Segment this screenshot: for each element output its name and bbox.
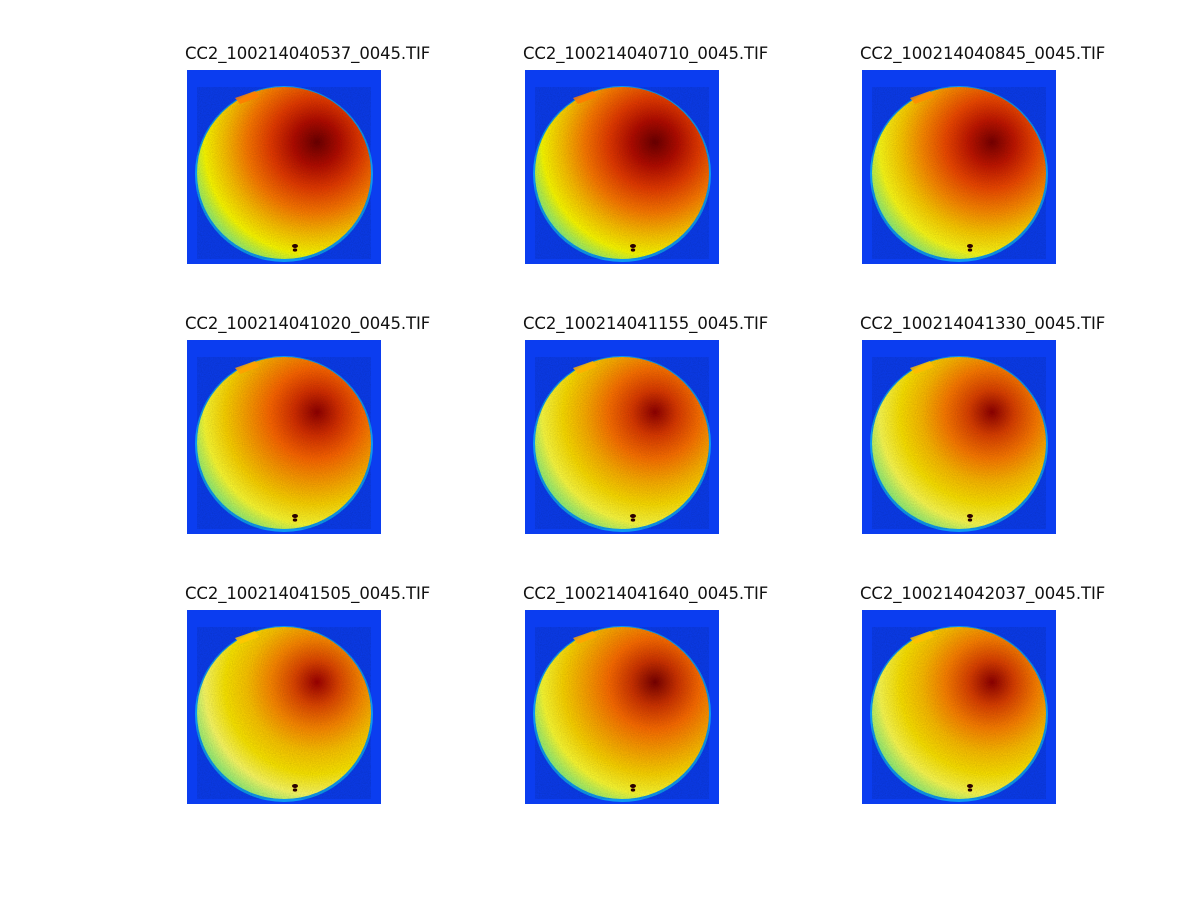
sun-shade-marker [292, 248, 298, 252]
sun-shade-marker [967, 244, 973, 248]
lens-artifact [573, 91, 597, 104]
image-panel-2: CC2_100214040710_0045.TIF [523, 44, 793, 264]
sky-image [525, 610, 719, 804]
sky-texture [535, 87, 709, 259]
sun-shade-marker [292, 514, 298, 518]
sky-image [525, 70, 719, 264]
panel-title: CC2_100214041330_0045.TIF [860, 314, 1106, 333]
sky-image [187, 610, 381, 804]
sun-shade-marker [967, 248, 973, 252]
image-panel-8: CC2_100214041640_0045.TIF [523, 584, 793, 804]
sky-image [187, 70, 381, 264]
lens-artifact [573, 361, 597, 374]
sun-shade-marker [967, 788, 973, 792]
sky-texture [197, 87, 371, 259]
sun-shade-marker [967, 518, 973, 522]
image-panel-6: CC2_100214041330_0045.TIF [860, 314, 1130, 534]
sky-image [525, 340, 719, 534]
sun-shade-marker [630, 514, 636, 518]
panel-title: CC2_100214042037_0045.TIF [860, 584, 1106, 603]
sky-image [862, 70, 1056, 264]
lens-artifact [910, 631, 934, 644]
sun-shade-marker [292, 244, 298, 248]
sky-texture [872, 87, 1046, 259]
sky-image [187, 340, 381, 534]
image-panel-9: CC2_100214042037_0045.TIF [860, 584, 1130, 804]
sun-shade-marker [630, 244, 636, 248]
sun-shade-marker [630, 248, 636, 252]
lens-artifact [235, 361, 259, 374]
image-panel-5: CC2_100214041155_0045.TIF [523, 314, 793, 534]
panel-title: CC2_100214041505_0045.TIF [185, 584, 431, 603]
sky-texture [872, 627, 1046, 799]
sun-shade-marker [630, 518, 636, 522]
image-panel-7: CC2_100214041505_0045.TIF [185, 584, 455, 804]
sky-texture [197, 627, 371, 799]
image-panel-3: CC2_100214040845_0045.TIF [860, 44, 1130, 264]
lens-artifact [235, 91, 259, 104]
lens-artifact [910, 361, 934, 374]
lens-artifact [910, 91, 934, 104]
sun-shade-marker [292, 788, 298, 792]
panel-title: CC2_100214041020_0045.TIF [185, 314, 431, 333]
lens-artifact [235, 631, 259, 644]
sun-shade-marker [967, 514, 973, 518]
panel-title: CC2_100214040845_0045.TIF [860, 44, 1106, 63]
sun-shade-marker [967, 784, 973, 788]
sky-image [862, 610, 1056, 804]
panel-title: CC2_100214040537_0045.TIF [185, 44, 431, 63]
sky-texture [872, 357, 1046, 529]
sun-shade-marker [630, 788, 636, 792]
panel-title: CC2_100214040710_0045.TIF [523, 44, 769, 63]
panel-title: CC2_100214041155_0045.TIF [523, 314, 769, 333]
sky-texture [197, 357, 371, 529]
sun-shade-marker [630, 784, 636, 788]
image-panel-4: CC2_100214041020_0045.TIF [185, 314, 455, 534]
sky-texture [535, 357, 709, 529]
sun-shade-marker [292, 518, 298, 522]
image-panel-1: CC2_100214040537_0045.TIF [185, 44, 455, 264]
sun-shade-marker [292, 784, 298, 788]
sky-texture [535, 627, 709, 799]
panel-title: CC2_100214041640_0045.TIF [523, 584, 769, 603]
lens-artifact [573, 631, 597, 644]
sky-image [862, 340, 1056, 534]
